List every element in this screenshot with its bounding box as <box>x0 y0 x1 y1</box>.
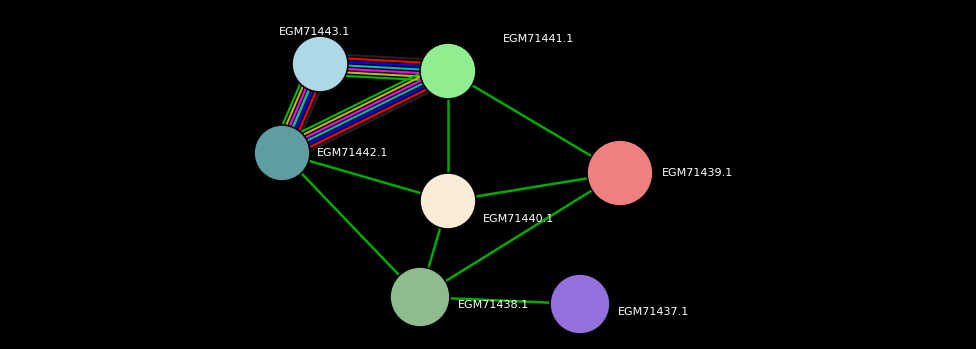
Text: EGM71442.1: EGM71442.1 <box>317 148 388 158</box>
Circle shape <box>292 36 348 92</box>
Text: EGM71440.1: EGM71440.1 <box>483 214 554 224</box>
Text: EGM71441.1: EGM71441.1 <box>503 34 574 44</box>
Text: EGM71438.1: EGM71438.1 <box>458 300 529 310</box>
Circle shape <box>587 140 653 206</box>
Circle shape <box>390 267 450 327</box>
Circle shape <box>420 173 476 229</box>
Text: EGM71443.1: EGM71443.1 <box>279 27 350 37</box>
Circle shape <box>550 274 610 334</box>
Circle shape <box>254 125 310 181</box>
Text: EGM71437.1: EGM71437.1 <box>618 307 689 317</box>
Text: EGM71439.1: EGM71439.1 <box>662 168 733 178</box>
Circle shape <box>420 43 476 99</box>
